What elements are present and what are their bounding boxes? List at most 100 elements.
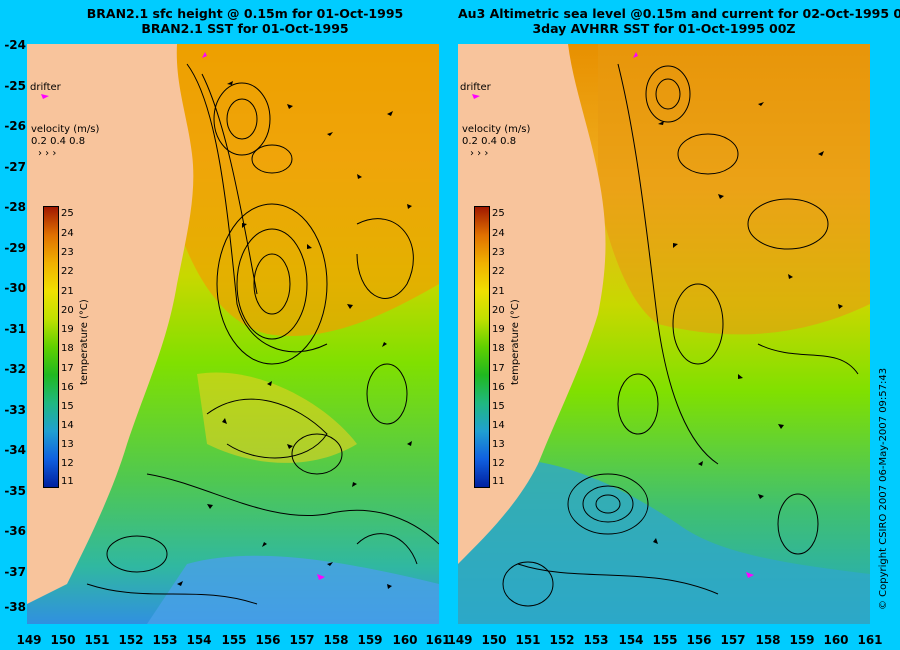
colorbar-tick: 22 xyxy=(61,266,74,277)
lat-label: -30 xyxy=(4,281,26,295)
colorbar-left xyxy=(43,206,59,488)
drifter-legend-marker xyxy=(472,94,480,99)
colorbar-tick: 15 xyxy=(492,401,505,412)
lat-label: -28 xyxy=(4,200,26,214)
colorbar-tick: 13 xyxy=(492,439,505,450)
drifter-label-left: drifter xyxy=(30,82,61,93)
colorbar-tick: 14 xyxy=(61,420,74,431)
cool-water xyxy=(458,458,870,624)
lat-label: -37 xyxy=(4,565,26,579)
drifter-marker xyxy=(633,52,638,58)
right-title-line1: Au3 Altimetric sea level @0.15m and curr… xyxy=(458,6,900,21)
lon-label: 154 xyxy=(186,633,212,647)
lon-label: 149 xyxy=(447,633,473,647)
colorbar-tick: 13 xyxy=(61,439,74,450)
velocity-scale-left: 0.2 0.4 0.8 xyxy=(31,136,86,147)
lon-label: 157 xyxy=(720,633,746,647)
velocity-arrows-legend-right: › › › xyxy=(470,148,489,159)
colorbar-tick: 14 xyxy=(492,420,505,431)
colorbar-tick: 20 xyxy=(492,305,505,316)
colorbar-tick: 11 xyxy=(61,476,74,487)
drifter-label-right: drifter xyxy=(460,82,491,93)
colorbar-tick: 18 xyxy=(61,343,74,354)
land-mass xyxy=(27,44,194,604)
colorbar-tick: 18 xyxy=(492,343,505,354)
lon-label: 149 xyxy=(16,633,42,647)
drifter-marker xyxy=(202,52,207,58)
warm-current-band xyxy=(598,44,870,335)
colorbar-tick: 17 xyxy=(492,363,505,374)
lon-label: 150 xyxy=(481,633,507,647)
lat-label: -29 xyxy=(4,241,26,255)
lon-label: 156 xyxy=(686,633,712,647)
velocity-scale-right: 0.2 0.4 0.8 xyxy=(462,136,517,147)
velocity-label-right: velocity (m/s) xyxy=(462,124,531,135)
lon-label: 161 xyxy=(857,633,883,647)
right-title-line2: 3day AVHRR SST for 01-Oct-1995 00Z xyxy=(532,21,796,36)
colorbar-right xyxy=(474,206,490,488)
velocity-label-left: velocity (m/s) xyxy=(31,124,100,135)
right-map-panel xyxy=(458,44,870,624)
colorbar-tick: 25 xyxy=(492,208,505,219)
height-contours xyxy=(502,63,859,607)
lon-label: 153 xyxy=(583,633,609,647)
lat-label: -25 xyxy=(4,79,26,93)
lat-label: -34 xyxy=(4,443,26,457)
drifter-marker xyxy=(746,572,754,578)
lon-label: 157 xyxy=(289,633,315,647)
lat-label: -27 xyxy=(4,160,26,174)
lon-label: 152 xyxy=(118,633,144,647)
lat-label: -33 xyxy=(4,403,26,417)
lon-label: 151 xyxy=(84,633,110,647)
cool-water xyxy=(147,555,439,624)
lat-label: -36 xyxy=(4,524,26,538)
colorbar-tick: 12 xyxy=(492,458,505,469)
colorbar-tick: 23 xyxy=(492,247,505,258)
lon-label: 159 xyxy=(357,633,383,647)
velocity-arrows-legend-left: › › › xyxy=(38,148,57,159)
colorbar-tick: 23 xyxy=(61,247,74,258)
lon-label: 158 xyxy=(755,633,781,647)
lon-label: 156 xyxy=(255,633,281,647)
lon-label: 161 xyxy=(425,633,451,647)
lon-label: 159 xyxy=(789,633,815,647)
left-map-panel xyxy=(27,44,439,624)
drifter-legend-marker xyxy=(41,94,49,99)
lon-label: 160 xyxy=(823,633,849,647)
colorbar-tick: 21 xyxy=(492,286,505,297)
colorbar-tick: 19 xyxy=(61,324,74,335)
colorbar-tick: 12 xyxy=(61,458,74,469)
lon-label: 158 xyxy=(323,633,349,647)
lon-label: 151 xyxy=(515,633,541,647)
lon-label: 153 xyxy=(152,633,178,647)
drifter-marker xyxy=(317,574,325,580)
height-contours xyxy=(86,63,439,605)
lat-label: -26 xyxy=(4,119,26,133)
right-map-svg xyxy=(458,44,870,624)
lon-label: 155 xyxy=(652,633,678,647)
colorbar-tick: 11 xyxy=(492,476,505,487)
lon-label: 152 xyxy=(549,633,575,647)
warm-current-band xyxy=(177,44,439,336)
lat-label: -31 xyxy=(4,322,26,336)
lon-label: 150 xyxy=(50,633,76,647)
colorbar-tick: 16 xyxy=(61,382,74,393)
colorbar-tick: 24 xyxy=(492,228,505,239)
right-panel-title: Au3 Altimetric sea level @0.15m and curr… xyxy=(458,6,900,36)
colorbar-tick: 17 xyxy=(61,363,74,374)
colorbar-tick: 22 xyxy=(492,266,505,277)
colorbar-title: temperature (°C) xyxy=(510,299,521,385)
colorbar-tick: 20 xyxy=(61,305,74,316)
warm-eddy xyxy=(197,372,357,463)
lat-label: -35 xyxy=(4,484,26,498)
lat-label: -24 xyxy=(4,38,26,52)
colorbar-tick: 25 xyxy=(61,208,74,219)
lon-label: 154 xyxy=(618,633,644,647)
colorbar-title: temperature (°C) xyxy=(79,299,90,385)
colorbar-tick: 24 xyxy=(61,228,74,239)
lon-label: 160 xyxy=(392,633,418,647)
left-title-line2: BRAN2.1 SST for 01-Oct-1995 xyxy=(141,21,349,36)
lat-label: -32 xyxy=(4,362,26,376)
colorbar-tick: 21 xyxy=(61,286,74,297)
left-title-line1: BRAN2.1 sfc height @ 0.15m for 01-Oct-19… xyxy=(86,6,404,21)
